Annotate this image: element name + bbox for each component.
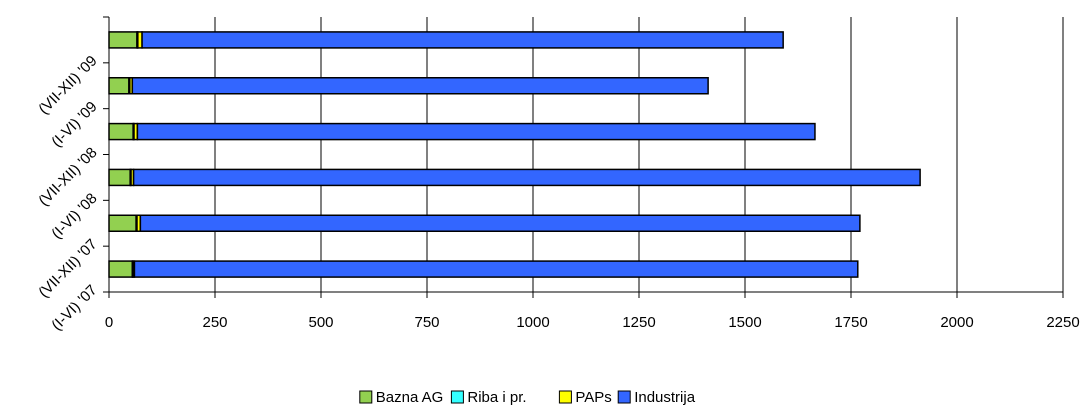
bar-segment bbox=[108, 77, 130, 95]
bar-segment bbox=[141, 31, 784, 49]
bar-segment bbox=[136, 122, 816, 141]
bar-segment bbox=[108, 168, 131, 187]
legend-swatch bbox=[558, 390, 572, 404]
legend-label: Riba i pr. bbox=[467, 389, 526, 406]
x-tick-label: 1000 bbox=[516, 314, 549, 331]
bar-segment bbox=[108, 214, 137, 232]
x-tick-label: 500 bbox=[308, 314, 333, 331]
x-tick-label: 0 bbox=[105, 314, 113, 331]
x-tick-label: 250 bbox=[202, 314, 227, 331]
bar-segment bbox=[139, 214, 861, 232]
bar-segment bbox=[132, 168, 921, 187]
x-tick-label: 1250 bbox=[622, 314, 655, 331]
legend-label: PAPs bbox=[575, 389, 611, 406]
x-tick-label: 1750 bbox=[834, 314, 867, 331]
legend-label: Bazna AG bbox=[376, 389, 444, 406]
legend-label: Industrija bbox=[634, 389, 696, 406]
x-tick-label: 750 bbox=[414, 314, 439, 331]
bar-segment bbox=[131, 77, 709, 95]
legend-swatch bbox=[450, 390, 464, 404]
bar-segment bbox=[108, 260, 134, 278]
bar-segment bbox=[108, 122, 134, 141]
legend-swatch bbox=[359, 390, 373, 404]
x-tick-label: 1500 bbox=[728, 314, 761, 331]
bar-segment bbox=[108, 31, 138, 49]
legend-swatch bbox=[617, 390, 631, 404]
x-tick-label: 2000 bbox=[940, 314, 973, 331]
bar-segment bbox=[133, 260, 859, 278]
x-tick-label: 2250 bbox=[1046, 314, 1079, 331]
